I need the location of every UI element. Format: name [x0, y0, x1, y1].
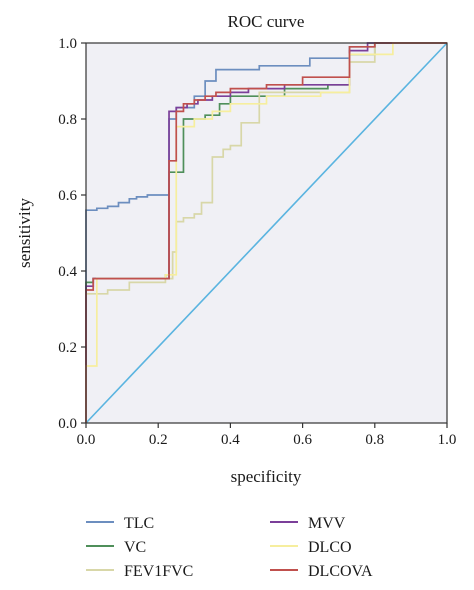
x-tick-label: 0.8	[365, 432, 384, 448]
y-tick-label: 0.2	[58, 340, 77, 356]
series-line-fev1fvc	[85, 42, 447, 423]
x-tick-label: 0.2	[149, 432, 168, 448]
ticks-layer: 0.0 0.2 0.4 0.6 0.8 1.0 0.0 0.2 0.4 0.6 0.8 1.0	[58, 36, 456, 448]
series-line-dlcova	[85, 42, 447, 423]
series-layer	[85, 42, 448, 424]
legend-label-fev1fvc: FEV1FVC	[124, 563, 193, 580]
x-axis-label: specificity	[231, 467, 302, 486]
x-tick-label: 0.6	[293, 432, 312, 448]
y-tick-label: 1.0	[58, 36, 77, 52]
reference-diagonal-line	[85, 42, 448, 424]
x-tick-label: 0.4	[221, 432, 240, 448]
x-tick-label: 0.0	[77, 432, 96, 448]
y-tick-label: 0.6	[58, 188, 77, 204]
chart-title: ROC curve	[228, 12, 305, 31]
legend-label-vc: VC	[124, 539, 146, 556]
x-tick-label: 1.0	[438, 432, 457, 448]
y-tick-label: 0.4	[58, 264, 77, 280]
legend: TLC VC FEV1FVC MVV DLCO DLCOVA	[86, 515, 373, 580]
legend-label-tlc: TLC	[124, 515, 154, 532]
y-tick-label: 0.0	[58, 416, 77, 432]
y-tick-label: 0.8	[58, 112, 77, 128]
y-axis-label: sensitivity	[15, 198, 34, 268]
legend-label-mvv: MVV	[308, 515, 346, 532]
legend-label-dlco: DLCO	[308, 539, 352, 556]
series-line-dlco	[85, 42, 447, 423]
legend-label-dlcova: DLCOVA	[308, 563, 373, 580]
plot-frame	[85, 42, 448, 424]
